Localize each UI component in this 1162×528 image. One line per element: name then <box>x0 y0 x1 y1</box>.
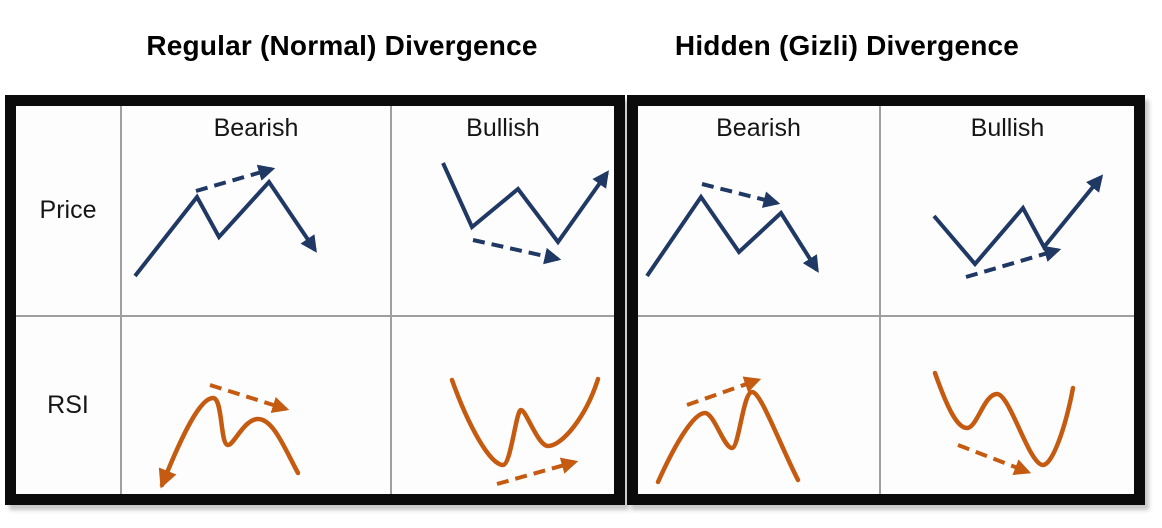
hidden-divergence-title: Hidden (Gizli) Divergence <box>674 30 1020 61</box>
hidden-bearish-header: Bearish <box>716 114 801 142</box>
hidden-bullish-price-chart <box>932 174 1104 279</box>
regular-bullish-price-chart <box>441 162 609 265</box>
hidden-bullish-header: Bullish <box>970 114 1045 142</box>
rsi-curve <box>932 370 1076 468</box>
regular-divergence-table: Price Bearish Bullish RSI <box>5 95 625 505</box>
hidden-bullish-rsi-cell <box>881 317 1134 494</box>
regular-bullish-price-cell: Bullish <box>392 106 614 317</box>
hidden-bearish-price-chart <box>645 182 819 278</box>
row-label-rsi: RSI <box>16 317 122 494</box>
regular-bearish-rsi-chart <box>158 383 301 489</box>
rsi-curve <box>158 395 301 489</box>
regular-divergence-title: Regular (Normal) Divergence <box>146 30 538 61</box>
rsi-row-label: RSI <box>47 391 89 419</box>
regular-bullish-rsi-chart <box>449 376 601 486</box>
regular-bearish-price-chart <box>133 164 317 278</box>
price-zigzag-line <box>133 178 317 278</box>
hidden-divergence-table: Bearish Bullish <box>627 95 1145 505</box>
regular-bullish-header: Bullish <box>466 114 540 142</box>
hidden-bearish-rsi-chart <box>655 376 801 485</box>
regular-bullish-rsi-cell <box>392 317 614 494</box>
price-row-label: Price <box>39 196 97 224</box>
hidden-bullish-rsi-chart <box>932 370 1076 476</box>
regular-bearish-price-cell: Bearish <box>122 106 392 317</box>
hidden-bearish-price-cell: Bearish <box>638 106 881 317</box>
higher-high-dashed-arrow <box>195 164 276 193</box>
lower-low-dashed-arrow <box>957 443 1032 476</box>
price-zigzag-line <box>932 174 1104 268</box>
lower-low-dashed-arrow <box>472 238 562 265</box>
lower-high-dashed-arrow <box>701 182 781 208</box>
rsi-curve <box>449 376 601 468</box>
regular-bearish-header: Bearish <box>213 114 299 142</box>
regular-bearish-rsi-cell <box>122 317 392 494</box>
row-label-price: Price <box>16 106 122 317</box>
hidden-bullish-price-cell: Bullish <box>881 106 1134 317</box>
rsi-curve <box>655 389 801 485</box>
higher-low-dashed-arrow <box>496 457 579 486</box>
higher-high-dashed-arrow <box>686 376 762 407</box>
lower-high-dashed-arrow <box>209 383 290 413</box>
higher-low-dashed-arrow <box>965 245 1062 279</box>
price-zigzag-line <box>645 193 819 278</box>
hidden-bearish-rsi-cell <box>638 317 881 494</box>
price-zigzag-line <box>441 162 609 246</box>
